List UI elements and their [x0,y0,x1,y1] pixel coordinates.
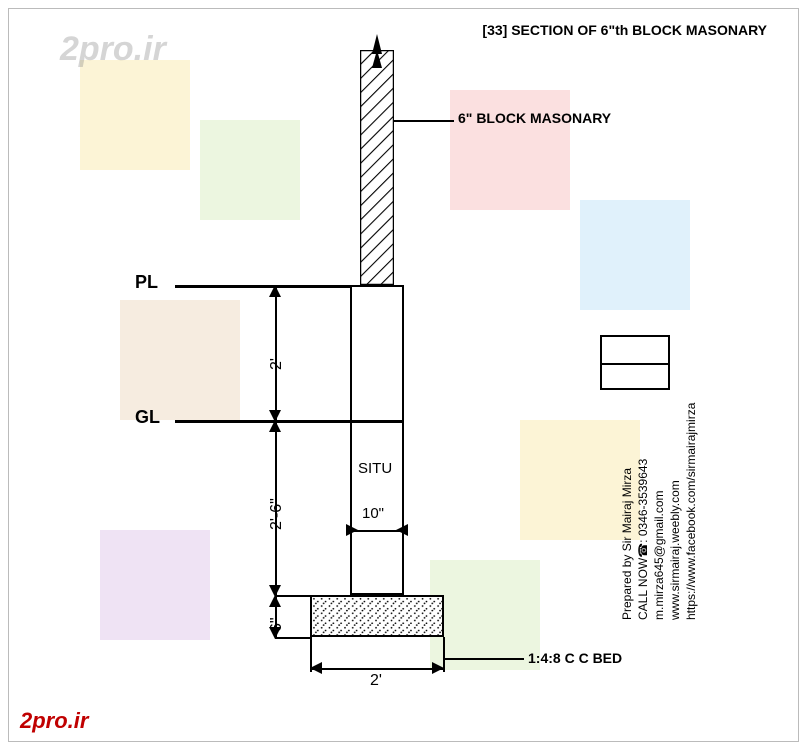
credit-call: CALL NOW☎: 0346-3539643 [636,459,650,620]
legend-box [600,335,670,390]
credit-fb: https://www.facebook.com/sirmairajmirza [684,403,698,620]
credit-email: m.mirza645@gmail.com [652,490,666,620]
cc-bed-footing [310,595,444,637]
gl-label: GL [135,407,160,428]
pl-label: PL [135,272,158,293]
situ-label: SITU [358,460,392,477]
upper-dim: 2' [268,358,286,370]
stem-width-dim: 10" [362,505,384,522]
section-drawing: 6" BLOCK MASONARY PL GL SITU 10" [0,0,807,750]
block-masonry-note: 6" BLOCK MASONARY [458,110,611,126]
lower-dim: 2'-6" [268,498,286,530]
foundation-stem [350,285,404,595]
cc-bed-note: 1:4:8 C C BED [528,650,622,666]
footing-w-dim: 2' [370,672,382,690]
top-spike-icon [368,34,386,54]
credit-prepared: Prepared by Sir Mairaj Mirza [620,468,634,620]
credit-web: www.sirmairaj.weebly.com [668,480,682,620]
block-masonry-hatch [360,50,394,285]
footing-h-dim: 6" [268,617,286,632]
